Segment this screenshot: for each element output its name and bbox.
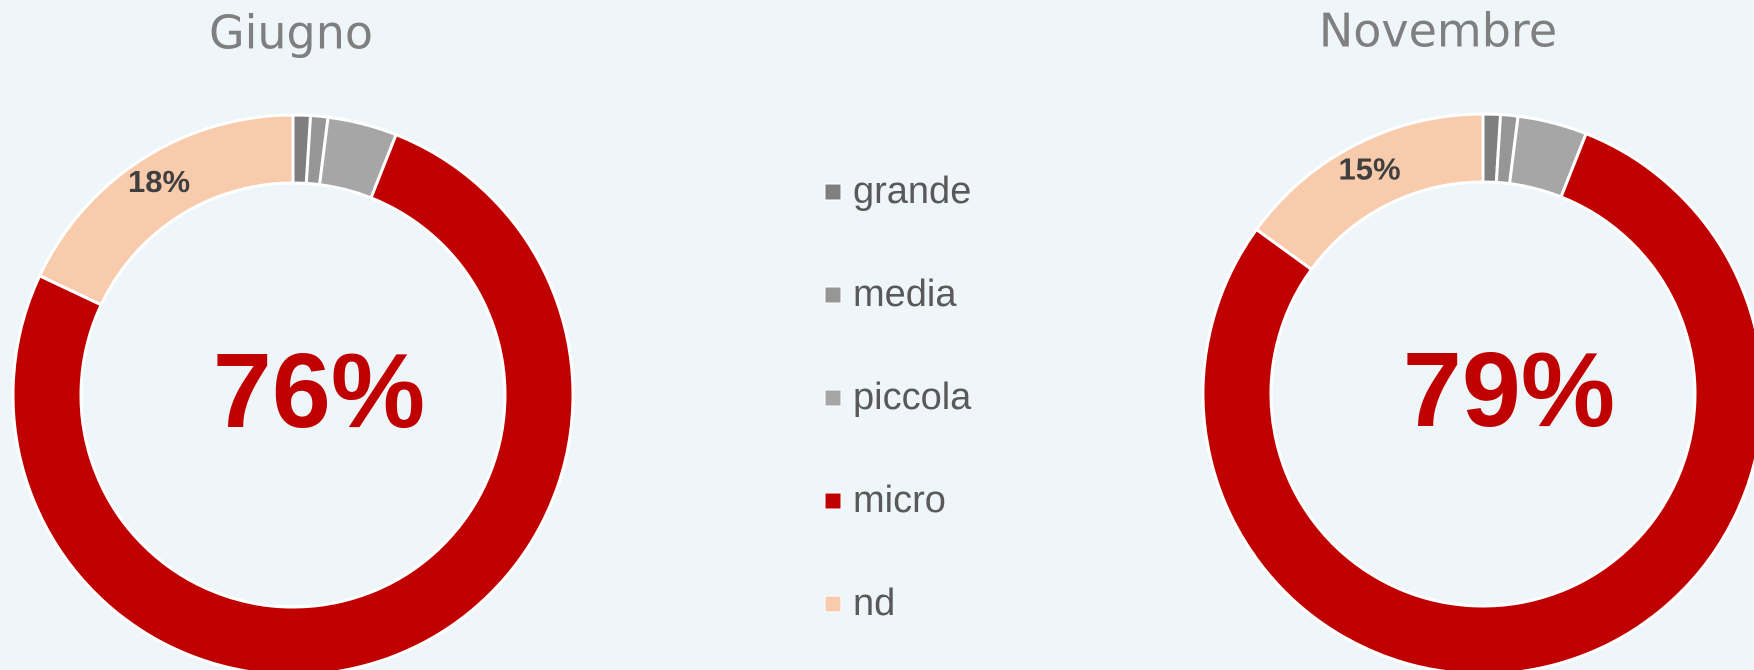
legend-swatch [824,595,842,613]
data-label: 18% [128,164,190,199]
data-label: 15% [1338,151,1400,186]
donut-segment [1201,131,1754,670]
legend-label: micro [853,479,946,521]
donut-segment [1254,112,1485,272]
legend-label: nd [853,582,895,624]
donut-segment [11,132,575,670]
legend-label: piccola [853,376,972,418]
center-label: 79% [1403,331,1615,449]
legend-label: media [853,273,957,315]
donut-segment [37,113,295,307]
legend-label: grande [853,170,971,212]
legend-swatch [824,492,842,510]
center-label: 76% [213,332,425,450]
legend-swatch [824,183,842,201]
chart-title: Giugno [209,6,373,60]
legend-swatch [824,286,842,304]
legend-swatch [824,389,842,407]
chart-title: Novembre [1319,4,1557,58]
